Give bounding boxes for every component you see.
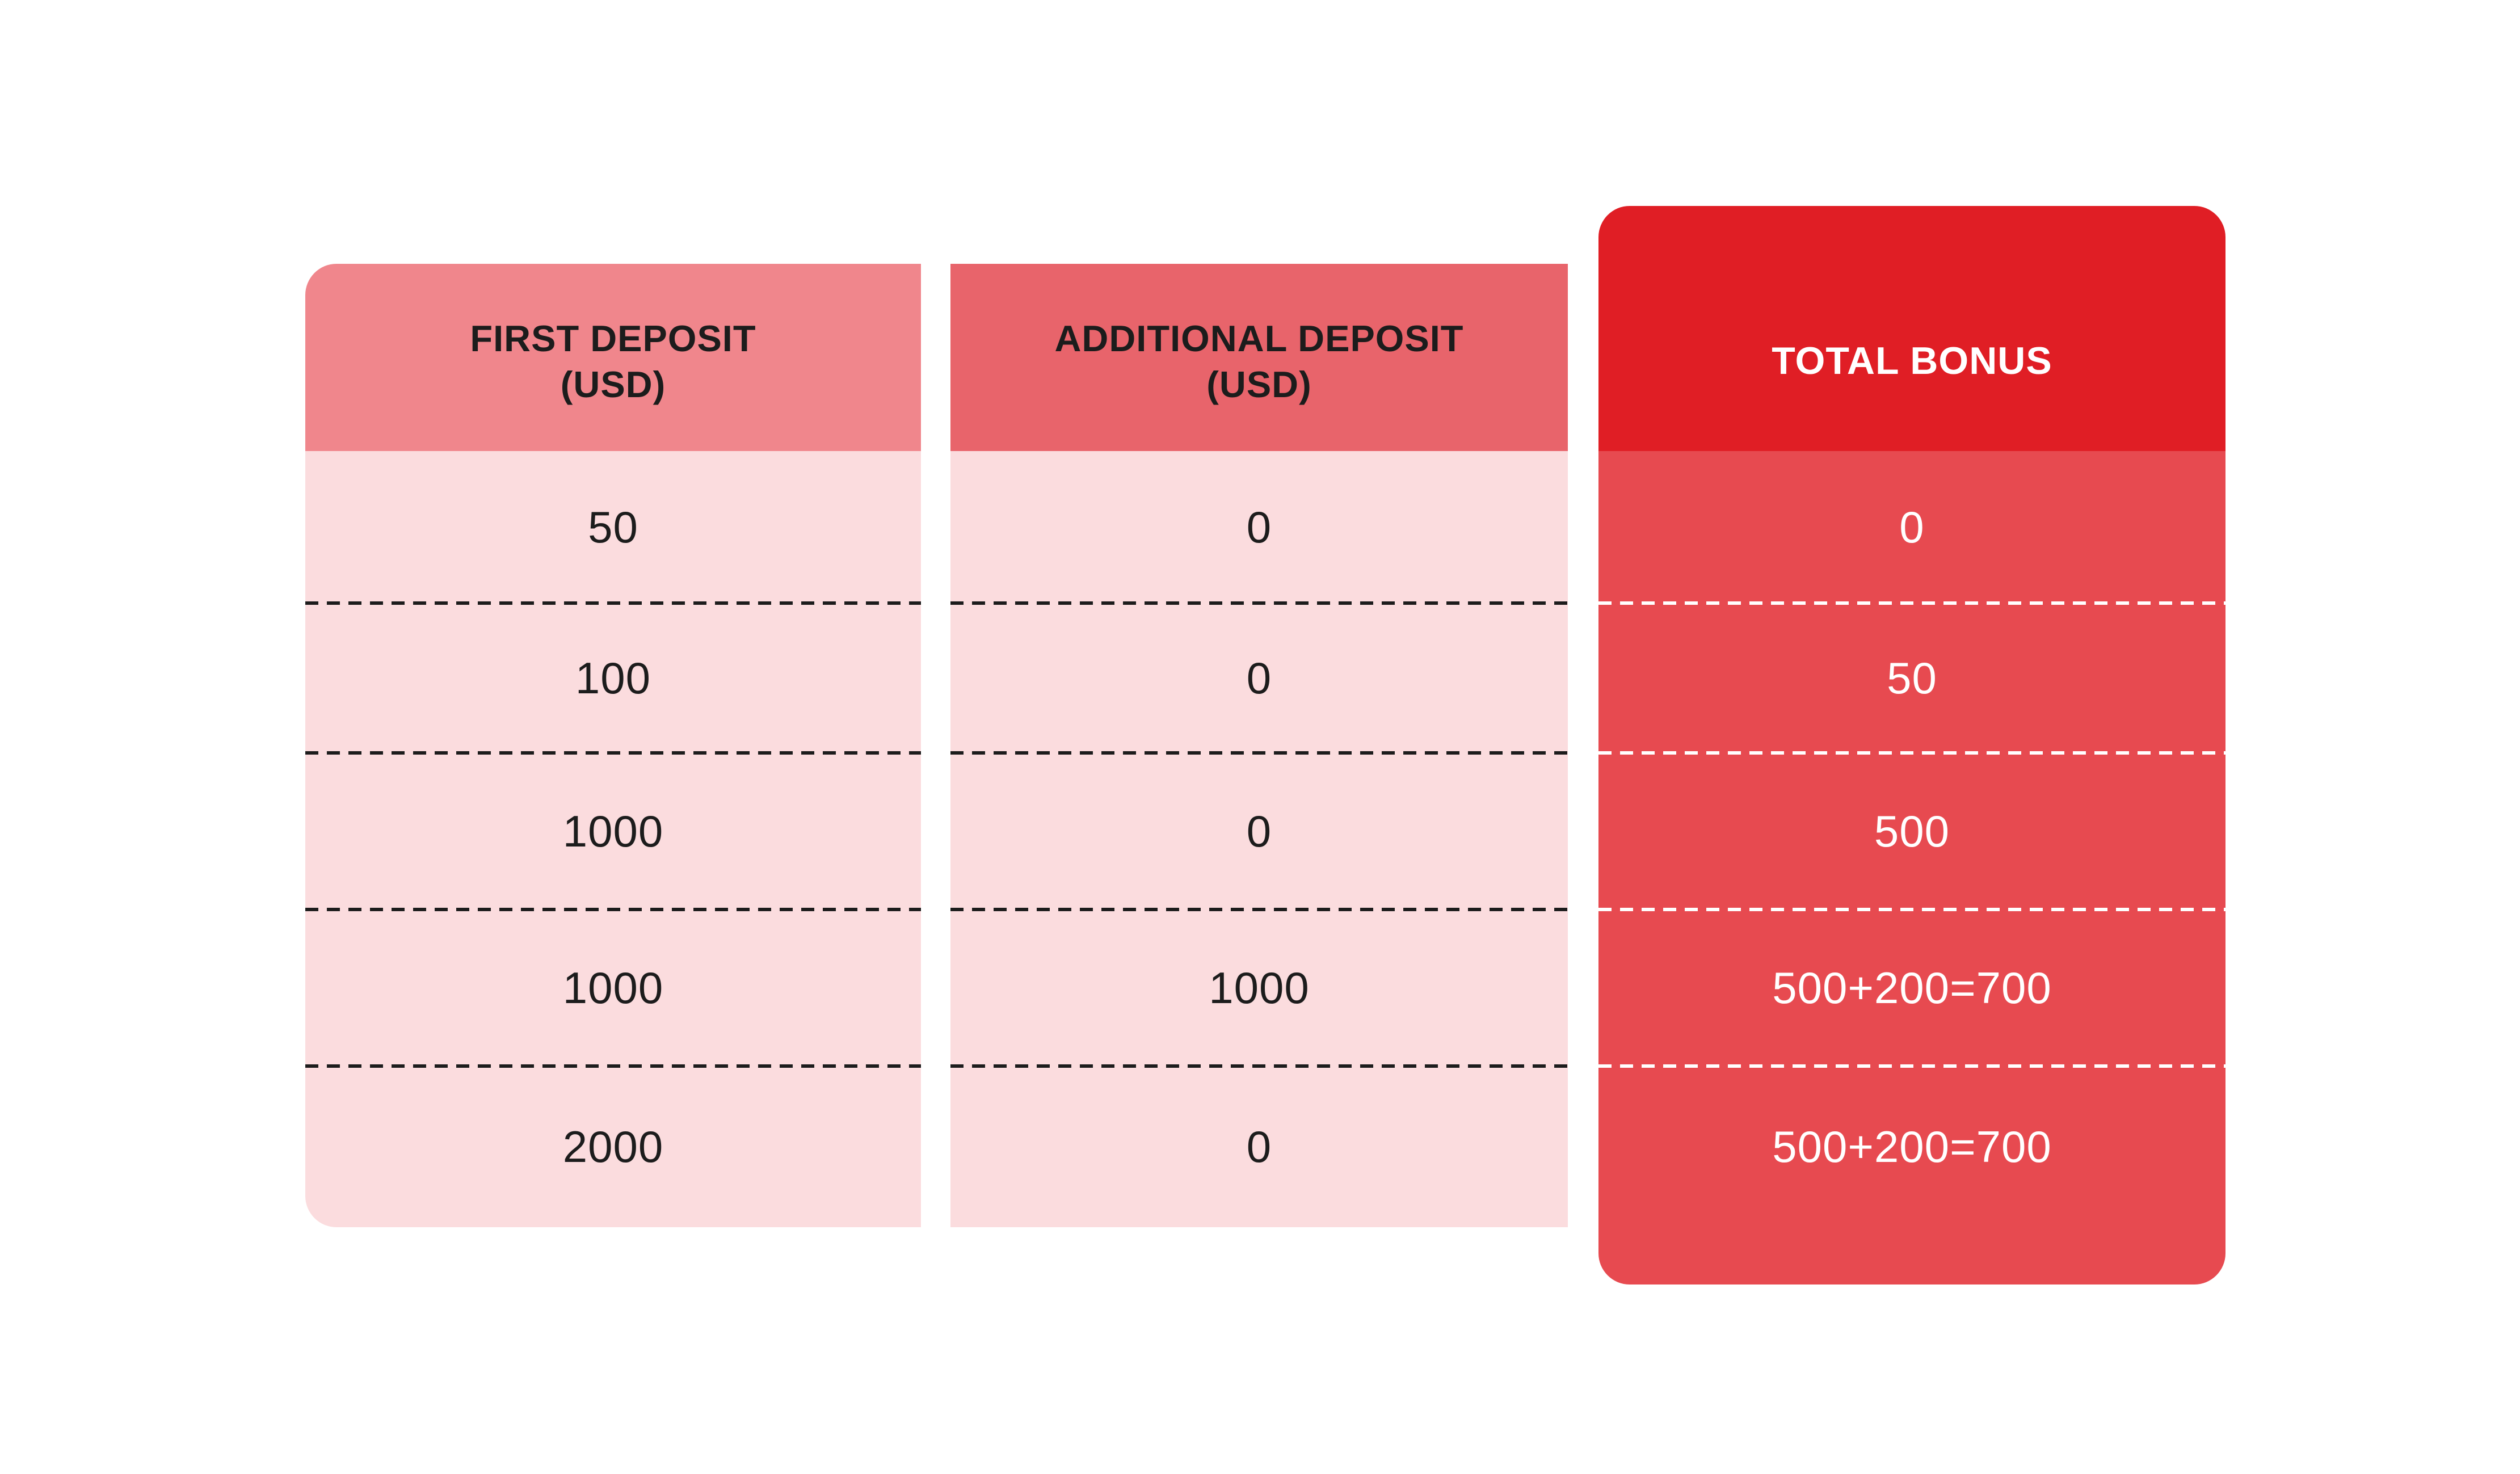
- table-cell: 50: [588, 502, 638, 552]
- table-cell: 1000: [562, 962, 664, 1013]
- row-divider: [950, 1064, 1568, 1068]
- column-header-total-bonus: TOTAL BONUS: [1598, 206, 2225, 451]
- row-divider: [950, 908, 1568, 911]
- header-line-1: FIRST DEPOSIT: [470, 317, 756, 359]
- row-divider: [950, 601, 1568, 605]
- column-body-total-bonus: 0 50 500 500+200=700 500+200=700: [1598, 451, 2225, 1285]
- header-line-1: ADDITIONAL DEPOSIT: [1054, 317, 1464, 359]
- row-divider: [1598, 908, 2225, 911]
- column-body-first-deposit: 50 100 1000 1000 2000: [305, 451, 921, 1227]
- table-cell: 500+200=700: [1772, 1121, 2052, 1172]
- table-cell: 100: [575, 652, 651, 703]
- table-cell: 0: [1246, 502, 1272, 552]
- column-first-deposit: FIRST DEPOSIT (USD) 50 100 1000 1000 200…: [305, 264, 921, 1227]
- row-divider: [305, 601, 921, 605]
- rows-additional-deposit: 0 0 0 1000 0: [950, 451, 1568, 1227]
- row-divider: [1598, 601, 2225, 605]
- header-line-2: (USD): [560, 364, 666, 405]
- header-line-1: TOTAL BONUS: [1772, 339, 2052, 382]
- table-cell: 0: [1899, 502, 1925, 552]
- row-divider: [1598, 751, 2225, 755]
- rows-first-deposit: 50 100 1000 1000 2000: [305, 451, 921, 1227]
- column-total-bonus: TOTAL BONUS 0 50 500 500+200=700 500+200…: [1598, 206, 2225, 1285]
- rows-total-bonus: 0 50 500 500+200=700 500+200=700: [1598, 451, 2225, 1227]
- row-divider: [1598, 1064, 2225, 1068]
- column-body-additional-deposit: 0 0 0 1000 0: [950, 451, 1568, 1227]
- table-cell: 2000: [562, 1121, 664, 1172]
- table-cell: 0: [1246, 806, 1272, 856]
- row-divider: [305, 751, 921, 755]
- table-cell: 500: [1874, 806, 1950, 856]
- column-additional-deposit: ADDITIONAL DEPOSIT (USD) 0 0 0 1000 0: [950, 264, 1568, 1227]
- column-header-first-deposit: FIRST DEPOSIT (USD): [305, 264, 921, 451]
- row-divider: [950, 751, 1568, 755]
- table-cell: 0: [1246, 1121, 1272, 1172]
- table-cell: 50: [1887, 652, 1937, 703]
- row-divider: [305, 1064, 921, 1068]
- column-header-additional-deposit: ADDITIONAL DEPOSIT (USD): [950, 264, 1568, 451]
- table-cell: 0: [1246, 652, 1272, 703]
- table-cell: 1000: [562, 806, 664, 856]
- header-line-2: (USD): [1206, 364, 1312, 405]
- table-cell: 500+200=700: [1772, 962, 2052, 1013]
- table-cell: 1000: [1209, 962, 1310, 1013]
- row-divider: [305, 908, 921, 911]
